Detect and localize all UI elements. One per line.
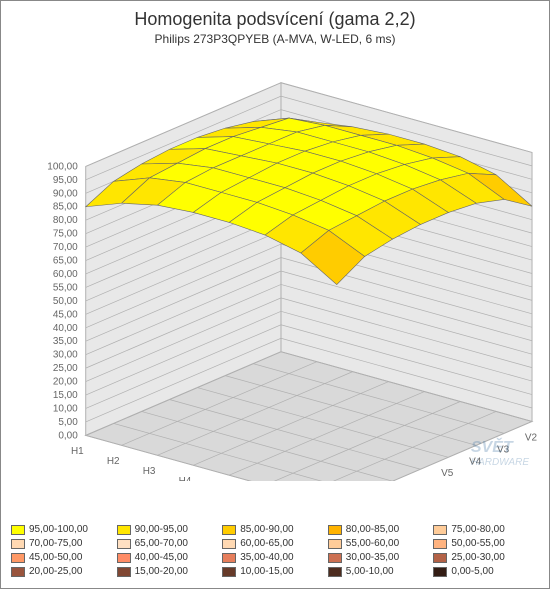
legend-label: 65,00-70,00 bbox=[135, 538, 188, 549]
legend-item: 35,00-40,00 bbox=[222, 552, 328, 563]
legend-swatch bbox=[433, 567, 447, 577]
z-axis-label: 35,00 bbox=[53, 336, 78, 347]
legend-label: 75,00-80,00 bbox=[451, 524, 504, 535]
legend-item: 40,00-45,00 bbox=[117, 552, 223, 563]
z-axis-label: 40,00 bbox=[53, 323, 78, 334]
legend-item: 95,00-100,00 bbox=[11, 524, 117, 535]
v-axis-label: V6 bbox=[413, 480, 426, 481]
h-axis-label: H3 bbox=[143, 466, 156, 477]
legend-label: 85,00-90,00 bbox=[240, 524, 293, 535]
legend-item: 50,00-55,00 bbox=[433, 538, 539, 549]
legend-item: 85,00-90,00 bbox=[222, 524, 328, 535]
legend-label: 95,00-100,00 bbox=[29, 524, 88, 535]
watermark-line1: SVĚT bbox=[471, 439, 513, 456]
legend-item: 90,00-95,00 bbox=[117, 524, 223, 535]
z-axis-label: 20,00 bbox=[53, 377, 78, 388]
chart-title: Homogenita podsvícení (gama 2,2) bbox=[1, 9, 549, 30]
legend-label: 60,00-65,00 bbox=[240, 538, 293, 549]
legend-label: 50,00-55,00 bbox=[451, 538, 504, 549]
z-axis-label: 60,00 bbox=[53, 269, 78, 280]
legend-item: 5,00-10,00 bbox=[328, 566, 434, 577]
z-axis-label: 30,00 bbox=[53, 350, 78, 361]
surface-svg: 100,00 95,00 90,00 85,00 80,00 75,00 70,00 65,0… bbox=[11, 61, 539, 481]
legend-swatch bbox=[117, 553, 131, 563]
legend-swatch bbox=[222, 539, 236, 549]
z-axis-label: 55,00 bbox=[53, 282, 78, 293]
legend-item: 0,00-5,00 bbox=[433, 566, 539, 577]
z-axis-label: 70,00 bbox=[53, 242, 78, 253]
z-axis-label: 95,00 bbox=[53, 175, 78, 186]
legend-label: 30,00-35,00 bbox=[346, 552, 399, 563]
legend-swatch bbox=[328, 567, 342, 577]
legend-label: 90,00-95,00 bbox=[135, 524, 188, 535]
legend-item: 70,00-75,00 bbox=[11, 538, 117, 549]
v-axis-label: V5 bbox=[441, 468, 454, 479]
legend-label: 10,00-15,00 bbox=[240, 566, 293, 577]
legend-item: 80,00-85,00 bbox=[328, 524, 434, 535]
legend-swatch bbox=[117, 567, 131, 577]
legend-swatch bbox=[11, 525, 25, 535]
legend-swatch bbox=[328, 539, 342, 549]
legend: 95,00-100,00 90,00-95,00 85,00-90,00 80,00-… bbox=[11, 524, 539, 580]
z-axis-label: 45,00 bbox=[53, 309, 78, 320]
z-axis-label: 15,00 bbox=[53, 390, 78, 401]
legend-item: 75,00-80,00 bbox=[433, 524, 539, 535]
legend-label: 35,00-40,00 bbox=[240, 552, 293, 563]
z-axis-label: 100,00 bbox=[47, 161, 78, 172]
z-axis-label: 50,00 bbox=[53, 296, 78, 307]
legend-item: 10,00-15,00 bbox=[222, 566, 328, 577]
legend-label: 20,00-25,00 bbox=[29, 566, 82, 577]
legend-item: 20,00-25,00 bbox=[11, 566, 117, 577]
legend-item: 65,00-70,00 bbox=[117, 538, 223, 549]
legend-swatch bbox=[222, 525, 236, 535]
legend-swatch bbox=[433, 539, 447, 549]
legend-swatch bbox=[222, 567, 236, 577]
legend-item: 60,00-65,00 bbox=[222, 538, 328, 549]
z-axis-label: 75,00 bbox=[53, 229, 78, 240]
legend-label: 15,00-20,00 bbox=[135, 566, 188, 577]
legend-label: 45,00-50,00 bbox=[29, 552, 82, 563]
h-axis-label: H2 bbox=[107, 456, 120, 467]
legend-swatch bbox=[11, 567, 25, 577]
legend-item: 45,00-50,00 bbox=[11, 552, 117, 563]
chart-container: Homogenita podsvícení (gama 2,2) Philips… bbox=[0, 0, 550, 589]
legend-label: 80,00-85,00 bbox=[346, 524, 399, 535]
legend-swatch bbox=[433, 525, 447, 535]
legend-item: 25,00-30,00 bbox=[433, 552, 539, 563]
watermark: SVĚT HARDWARE bbox=[471, 439, 529, 468]
legend-item: 55,00-60,00 bbox=[328, 538, 434, 549]
legend-swatch bbox=[222, 553, 236, 563]
legend-swatch bbox=[11, 539, 25, 549]
legend-swatch bbox=[117, 525, 131, 535]
z-axis-label: 5,00 bbox=[58, 417, 78, 428]
legend-label: 0,00-5,00 bbox=[451, 566, 493, 577]
legend-swatch bbox=[117, 539, 131, 549]
legend-label: 25,00-30,00 bbox=[451, 552, 504, 563]
legend-swatch bbox=[433, 553, 447, 563]
z-axis-label: 25,00 bbox=[53, 363, 78, 374]
legend-swatch bbox=[11, 553, 25, 563]
z-axis-label: 80,00 bbox=[53, 215, 78, 226]
legend-label: 40,00-45,00 bbox=[135, 552, 188, 563]
h-axis-label: H1 bbox=[71, 446, 84, 457]
z-axis-label: 65,00 bbox=[53, 256, 78, 267]
legend-item: 15,00-20,00 bbox=[117, 566, 223, 577]
legend-label: 70,00-75,00 bbox=[29, 538, 82, 549]
chart-subtitle: Philips 273P3QPYEB (A-MVA, W-LED, 6 ms) bbox=[1, 32, 549, 46]
legend-swatch bbox=[328, 525, 342, 535]
plot-area: 100,00 95,00 90,00 85,00 80,00 75,00 70,00 65,0… bbox=[11, 61, 539, 481]
legend-swatch bbox=[328, 553, 342, 563]
legend-label: 55,00-60,00 bbox=[346, 538, 399, 549]
z-axis-label: 85,00 bbox=[53, 202, 78, 213]
watermark-line2: HARDWARE bbox=[471, 457, 529, 468]
z-axis-label: 90,00 bbox=[53, 188, 78, 199]
legend-label: 5,00-10,00 bbox=[346, 566, 394, 577]
z-axis-label: 10,00 bbox=[53, 403, 78, 414]
z-axis-label: 0,00 bbox=[58, 430, 78, 441]
legend-item: 30,00-35,00 bbox=[328, 552, 434, 563]
h-axis-label: H4 bbox=[179, 476, 192, 481]
